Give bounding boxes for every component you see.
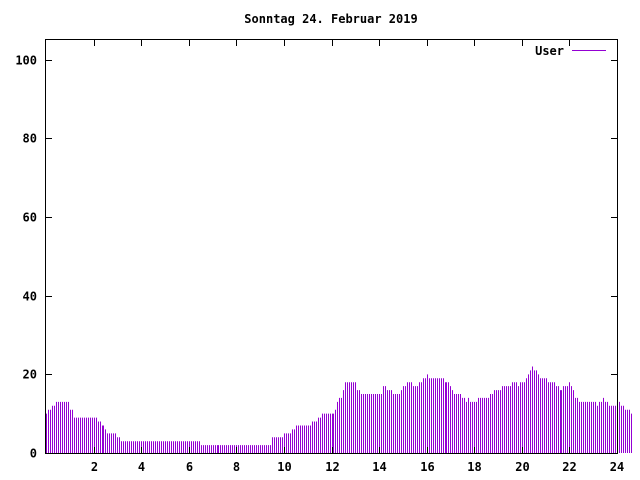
x-tick-label: 8	[233, 460, 240, 474]
y-tick-label: 80	[23, 132, 37, 146]
bars-group	[46, 366, 632, 453]
x-tick-label: 22	[562, 460, 576, 474]
x-tick-label: 10	[277, 460, 291, 474]
x-tick-label: 12	[325, 460, 339, 474]
y-tick-label: 100	[15, 54, 37, 68]
x-tick-label: 20	[515, 460, 529, 474]
y-tick-label: 20	[23, 368, 37, 382]
y-tick-label: 40	[23, 290, 37, 304]
x-tick-label: 18	[467, 460, 481, 474]
y-tick-label: 60	[23, 211, 37, 225]
legend-label: User	[535, 44, 564, 58]
legend: User	[535, 44, 606, 58]
x-tick-label: 16	[420, 460, 434, 474]
chart-title: Sonntag 24. Februar 2019	[244, 12, 417, 26]
plot-frame	[45, 39, 618, 454]
y-axis: 0 20 40 60 80 100	[15, 54, 617, 461]
y-tick-label: 0	[30, 447, 37, 461]
x-tick-label: 24	[610, 460, 624, 474]
x-tick-label: 2	[91, 460, 98, 474]
x-axis: 2 4 6 8 10 12 14 16 18 20 22 24	[91, 40, 624, 474]
x-tick-label: 4	[138, 460, 145, 474]
x-tick-label: 6	[186, 460, 193, 474]
x-tick-label: 14	[372, 460, 386, 474]
